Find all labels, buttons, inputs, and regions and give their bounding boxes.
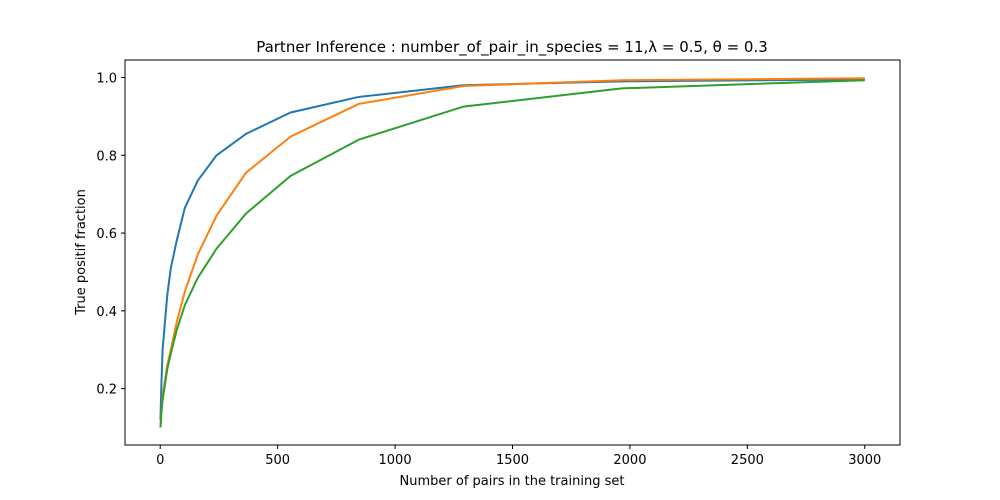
series-line-2 — [159, 77, 865, 428]
series-line-3 — [159, 79, 865, 428]
x-axis-ticks: 0 500 1000 1500 2000 2500 3000 — [156, 445, 881, 468]
x-tick-label: 0 — [156, 453, 164, 468]
x-tick-label: 2000 — [613, 453, 646, 468]
y-tick-label: 1.0 — [96, 72, 117, 87]
y-tick-label: 0.4 — [96, 305, 117, 320]
plot-frame — [124, 59, 901, 446]
y-tick-label: 0.2 — [96, 383, 117, 398]
series-layer — [159, 77, 865, 428]
x-tick-label: 1000 — [379, 453, 412, 468]
x-axis-label: Number of pairs in the training set — [400, 474, 625, 489]
x-tick-label: 1500 — [496, 453, 529, 468]
chart-title: Partner Inference : number_of_pair_in_sp… — [256, 38, 768, 57]
y-tick-label: 0.6 — [96, 227, 117, 242]
x-tick-label: 3000 — [848, 453, 881, 468]
y-axis-label: True positif fraction — [74, 189, 89, 316]
y-axis-ticks: 0.2 0.4 0.6 0.8 1.0 — [96, 72, 125, 398]
x-tick-label: 2500 — [731, 453, 764, 468]
series-line-1 — [159, 78, 865, 420]
y-tick-label: 0.8 — [96, 149, 117, 164]
x-tick-label: 500 — [265, 453, 290, 468]
